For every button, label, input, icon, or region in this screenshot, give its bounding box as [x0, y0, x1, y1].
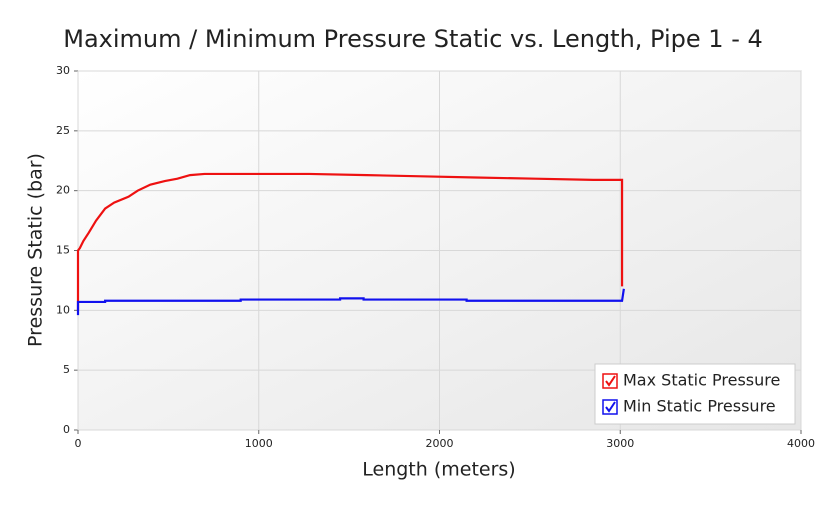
x-tick-label: 4000	[787, 437, 815, 450]
y-tick-label: 15	[56, 244, 70, 257]
legend-label: Min Static Pressure	[623, 397, 776, 416]
chart-title: Maximum / Minimum Pressure Static vs. Le…	[63, 25, 763, 53]
y-tick-label: 25	[56, 124, 70, 137]
data-line	[76, 172, 624, 311]
data-line	[76, 288, 625, 316]
legend-box	[594, 363, 796, 425]
legend-check	[605, 375, 616, 387]
legend-check	[605, 401, 616, 413]
x-tick-label: 0	[75, 437, 82, 450]
x-tick-label: 1000	[245, 437, 273, 450]
y-tick-label: 20	[56, 184, 70, 197]
legend: Max Static Pressure Min Static Pressure	[594, 363, 796, 425]
x-tick-label: 2000	[426, 437, 454, 450]
x-tick-label: 3000	[606, 437, 634, 450]
y-tick-label: 5	[63, 363, 70, 376]
y-tick-label: 0	[63, 423, 70, 436]
y-tick-label: 30	[56, 64, 70, 77]
y-axis-label: Pressure Static (bar)	[25, 153, 47, 347]
legend-label: Max Static Pressure	[623, 371, 780, 390]
x-axis-label: Length (meters)	[362, 459, 515, 481]
y-tick-label: 10	[56, 303, 70, 316]
